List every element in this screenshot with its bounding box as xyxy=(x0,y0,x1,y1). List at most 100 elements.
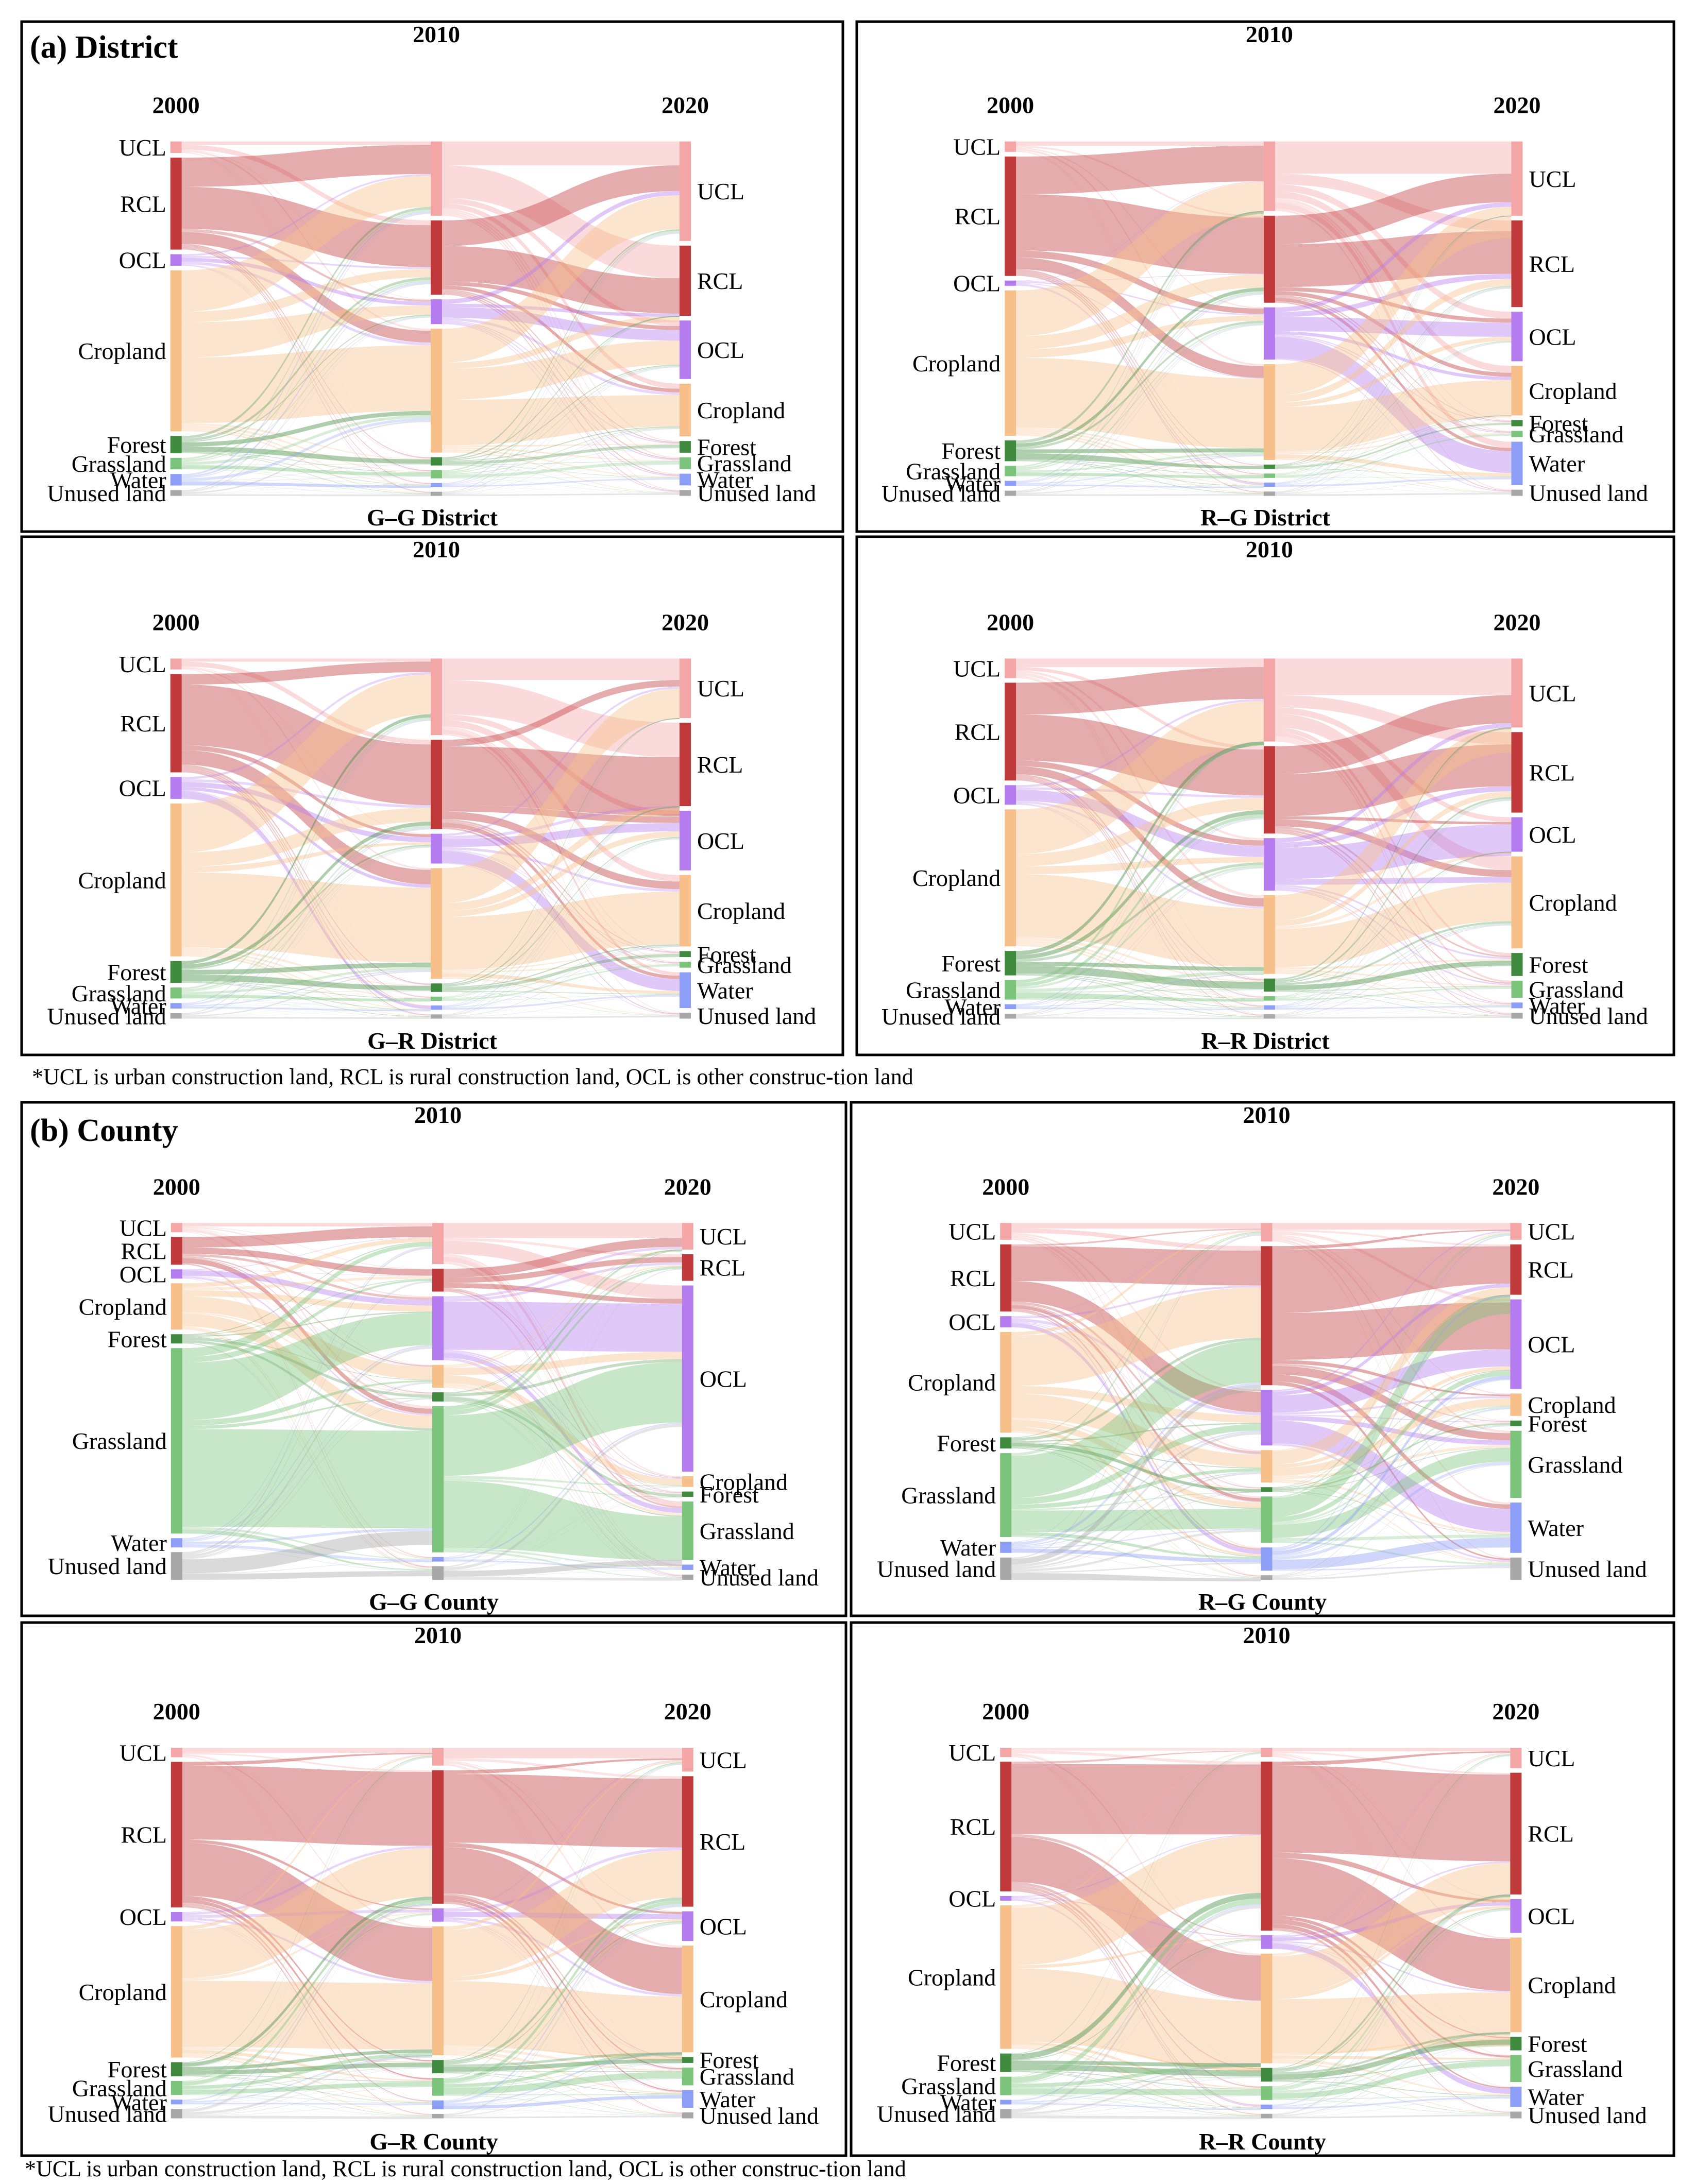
flow-forest-to-rcl xyxy=(1272,1294,1511,1488)
flow-forest-to-grassland xyxy=(1011,1446,1261,1509)
flow-water-to-forest xyxy=(181,464,431,482)
flow-rcl-to-ucl xyxy=(1016,667,1264,715)
flow-forest-to-ocl xyxy=(181,314,431,442)
flow-grassland-to-rcl xyxy=(444,1900,682,2083)
node-ucl xyxy=(430,658,442,736)
node-cropland xyxy=(430,329,442,453)
flow-grassland-to-ocl xyxy=(181,315,431,463)
node-forest xyxy=(171,2062,182,2076)
node-grassland xyxy=(432,1406,444,1552)
node-water xyxy=(682,2090,693,2108)
flow-cropland-to-cropland xyxy=(1272,1398,1511,1476)
flow-unused-land-to-water xyxy=(182,2105,432,2116)
node-ucl xyxy=(1263,141,1275,211)
flow-rcl-to-cropland xyxy=(182,1842,432,1981)
node-grassland xyxy=(171,1348,182,1534)
flow-cropland-to-unused-land xyxy=(182,2055,432,2116)
flow-rcl-to-grassland xyxy=(444,1895,682,2070)
flow-ocl-to-forest xyxy=(1011,1899,1261,2070)
flow-cropland-to-rcl xyxy=(444,1850,682,1977)
flow-ocl-to-unused-land xyxy=(1272,1949,1511,2113)
node-ucl xyxy=(432,1748,444,1766)
node-rcl xyxy=(679,245,691,316)
flow-forest-to-unused-land xyxy=(442,465,680,493)
flow-water-to-ucl xyxy=(1016,211,1264,482)
flow-water-to-rcl xyxy=(442,316,680,485)
flow-grassland-to-water xyxy=(1272,2096,1511,2100)
node-water xyxy=(682,1564,693,1570)
flow-ocl-to-water xyxy=(181,265,431,484)
flow-water-to-cropland xyxy=(1275,415,1512,485)
node-ocl xyxy=(1261,1390,1273,1446)
year-label: 2020 xyxy=(1493,609,1540,635)
flow-water-to-unused-land xyxy=(182,2104,432,2117)
flow-cropland-to-ocl xyxy=(1016,315,1264,358)
flow-ocl-to-water xyxy=(1272,1420,1511,1532)
category-label: RCL xyxy=(700,1255,745,1281)
flow-ucl-to-grassland xyxy=(1016,676,1264,997)
flow-water-to-ocl xyxy=(1016,324,1264,483)
flow-cropland-to-unused-land xyxy=(1272,2061,1511,2114)
category-label: Cropland xyxy=(912,865,1001,891)
node-unused-land xyxy=(432,2113,444,2119)
flow-rcl-to-forest xyxy=(442,819,680,953)
flow-grassland-to-ucl xyxy=(1272,1233,1511,1498)
flow-rcl-to-water xyxy=(442,823,680,979)
flow-unused-land-to-water xyxy=(1275,479,1512,494)
flow-forest-to-grassland xyxy=(444,1400,682,1517)
flow-ocl-to-rcl xyxy=(1275,274,1512,317)
node-cropland xyxy=(1261,1953,1273,2063)
flow-forest-to-ocl xyxy=(1275,340,1512,467)
year-column-2010: 2010 xyxy=(413,21,460,496)
flow-cropland-to-water xyxy=(182,1326,432,1559)
flow-water-to-unused-land xyxy=(1275,486,1512,493)
flow-cropland-to-grassland xyxy=(1275,969,1512,986)
flow-rcl-to-rcl xyxy=(1011,1764,1261,1835)
category-label: Forest xyxy=(700,1481,759,1508)
flow-ucl-to-forest xyxy=(442,726,680,952)
flow-water-to-cropland xyxy=(1275,924,1512,1008)
node-cropland xyxy=(682,1946,693,2053)
node-grassland xyxy=(170,987,182,999)
flow-water-to-unused-land xyxy=(1011,1552,1261,1579)
flow-ucl-to-rcl xyxy=(1275,695,1512,745)
flow-water-to-rcl xyxy=(1272,1294,1511,1551)
flow-cropland-to-ocl xyxy=(442,340,680,400)
flow-grassland-to-water xyxy=(442,994,680,1001)
flow-water-to-grassland xyxy=(181,476,431,482)
flow-rcl-to-ocl xyxy=(1275,287,1512,323)
flow-water-to-water xyxy=(182,2103,432,2105)
node-rcl xyxy=(682,1254,693,1281)
flow-rcl-to-cropland xyxy=(444,1847,682,1994)
flow-grassland-to-grassland xyxy=(182,1429,432,1529)
flow-unused-land-to-water xyxy=(444,2098,682,2117)
flow-grassland-to-ocl xyxy=(182,1914,432,2086)
category-label: RCL xyxy=(120,191,166,217)
flow-cropland-to-grassland xyxy=(181,950,431,999)
flow-grassland-to-rcl xyxy=(181,280,431,462)
flow-ucl-to-water xyxy=(182,1232,432,1558)
flow-forest-to-unused-land xyxy=(1275,991,1512,1016)
flow-rcl-to-unused-land xyxy=(181,770,431,1015)
flow-forest-to-ucl xyxy=(444,1762,682,2061)
flow-water-to-water xyxy=(1016,1008,1264,1010)
node-water xyxy=(1510,2087,1522,2107)
node-water xyxy=(171,2100,182,2105)
panel-title: G–R County xyxy=(369,2128,498,2155)
flow-ucl-to-ocl xyxy=(442,198,680,326)
flow-forest-to-cropland xyxy=(444,2052,682,2067)
flow-cropland-to-unused-land xyxy=(444,2053,682,2115)
year-label: 2020 xyxy=(1492,1698,1539,1725)
flow-forest-to-rcl xyxy=(181,822,431,968)
flow-rcl-to-ocl xyxy=(444,1842,682,1915)
flow-unused-land-to-water xyxy=(1016,487,1264,494)
flow-cropland-to-cropland xyxy=(444,1981,682,2061)
flow-cropland-to-ocl xyxy=(444,1352,682,1375)
node-unused-land xyxy=(1263,491,1275,496)
node-grassland xyxy=(682,1501,693,1560)
flow-rcl-to-forest xyxy=(1275,295,1512,422)
category-label: Cropland xyxy=(908,1964,996,1990)
flow-cropland-to-cropland xyxy=(181,872,431,963)
node-forest xyxy=(1261,2068,1273,2082)
flow-unused-land-to-unused-land xyxy=(444,1577,682,1581)
